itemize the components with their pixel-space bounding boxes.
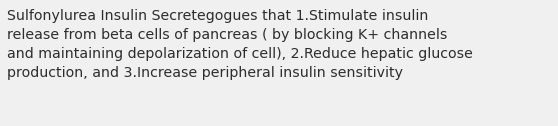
Text: Sulfonylurea Insulin Secretegogues that 1.Stimulate insulin
release from beta ce: Sulfonylurea Insulin Secretegogues that … (7, 9, 473, 80)
